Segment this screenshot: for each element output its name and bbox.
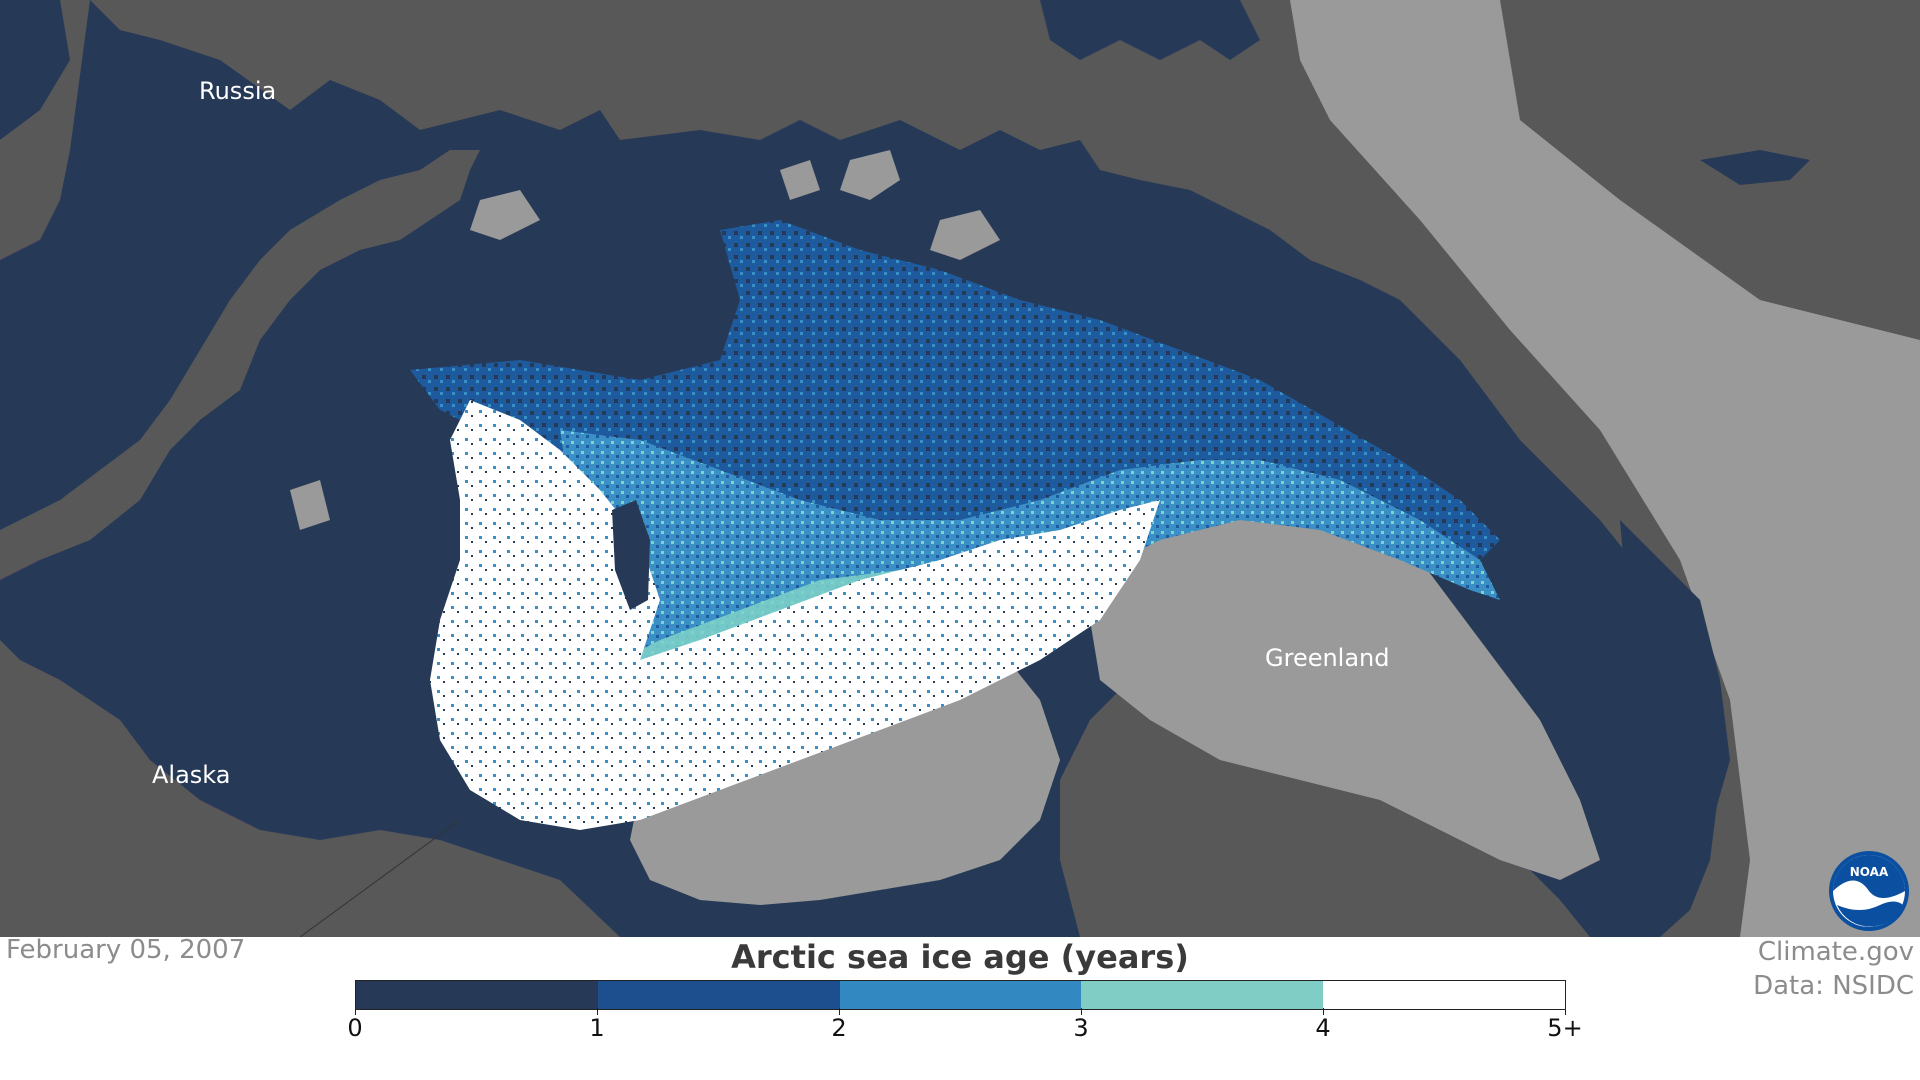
legend-tick-mark — [1565, 1008, 1566, 1015]
legend-swatch-3-4 — [1081, 981, 1324, 1009]
legend-swatch-4-5 — [1323, 981, 1565, 1009]
credit-site: Climate.gov — [1757, 937, 1914, 967]
legend-tick-label: 1 — [589, 1014, 605, 1042]
east-shelf — [1500, 0, 1920, 340]
map-title: Arctic sea ice age (years) — [731, 938, 1189, 976]
legend-tick-label: 4 — [1315, 1014, 1331, 1042]
credit-data: Data: NSIDC — [1753, 971, 1914, 1001]
canadian-archipelago — [630, 640, 1060, 905]
noaa-logo: NOAA — [1829, 851, 1909, 931]
date-label: February 05, 2007 — [6, 935, 246, 965]
credits: Climate.gov Data: NSIDC — [1753, 935, 1914, 1003]
legend-swatch-1-2 — [597, 981, 840, 1009]
color-legend — [355, 980, 1566, 1010]
legend-tick-mark — [1081, 1008, 1082, 1015]
legend-tick-label: 5+ — [1547, 1014, 1583, 1042]
greenland-landmass — [1090, 440, 1600, 880]
dark-lead — [612, 500, 650, 610]
east-inlet — [1700, 150, 1810, 185]
sea-ice-age-map: NOAA — [0, 0, 1920, 937]
north-sea-ocean — [1040, 0, 1260, 60]
label-alaska: Alaska — [152, 761, 231, 789]
legend-swatch-0-1 — [356, 981, 598, 1009]
graticule-line — [299, 819, 461, 937]
legend-tick-label: 0 — [347, 1014, 363, 1042]
legend-ticks: 0 1 2 3 4 5+ — [347, 1008, 1583, 1048]
legend-swatch-2-3 — [839, 981, 1082, 1009]
label-greenland: Greenland — [1265, 644, 1390, 672]
label-russia: Russia — [199, 77, 277, 105]
legend-tick-mark — [597, 1008, 598, 1015]
legend-tick-label: 3 — [1073, 1014, 1089, 1042]
noaa-logo-text: NOAA — [1850, 865, 1889, 879]
legend-tick-mark — [355, 1008, 356, 1015]
legend-tick-mark — [839, 1008, 840, 1015]
legend-tick-label: 2 — [831, 1014, 847, 1042]
east-ocean-strip — [1620, 520, 1730, 860]
legend-tick-mark — [1323, 1008, 1324, 1015]
ice-age-4-plus — [430, 400, 1160, 830]
